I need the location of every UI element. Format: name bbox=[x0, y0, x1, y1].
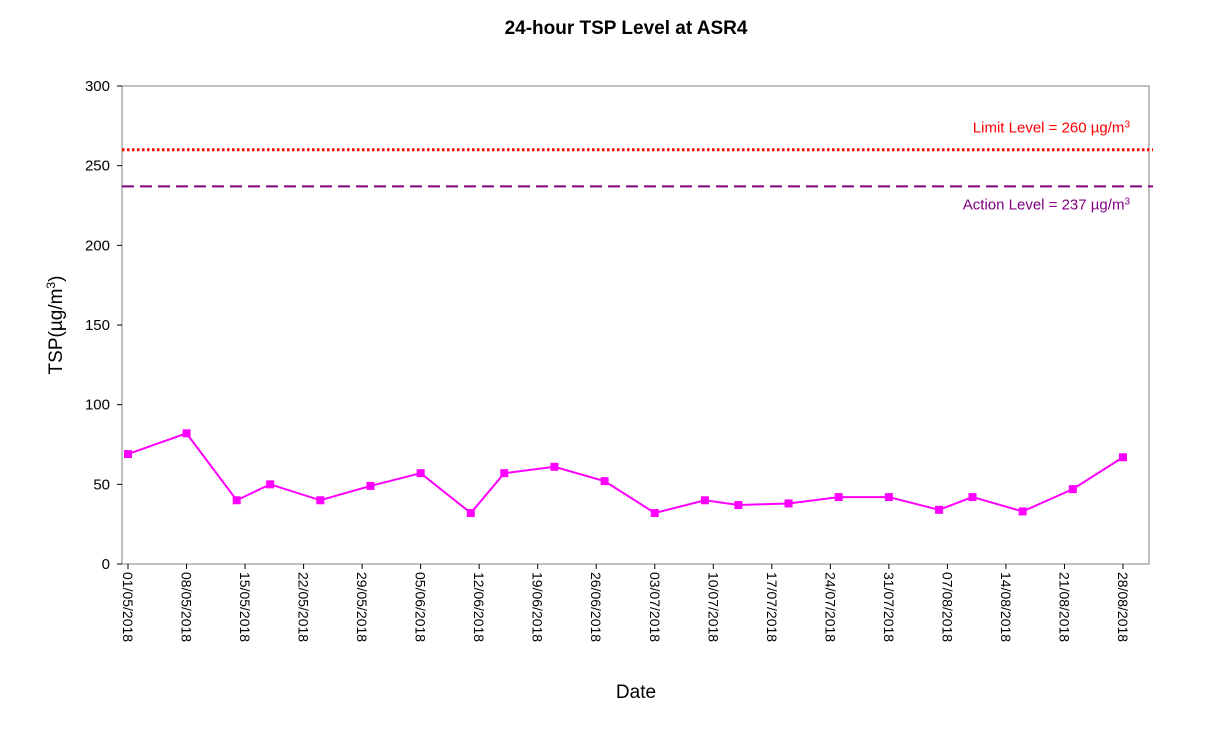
data-point-marker bbox=[700, 496, 709, 505]
x-tick-label: 05/06/2018 bbox=[413, 572, 429, 642]
x-tick-label: 17/07/2018 bbox=[764, 572, 780, 642]
data-point-marker bbox=[784, 499, 793, 508]
x-tick-label: 14/08/2018 bbox=[998, 572, 1014, 642]
limit-level-label: Limit Level = 260 µg/m3 bbox=[973, 119, 1131, 137]
data-point-marker bbox=[968, 493, 977, 502]
data-point-marker bbox=[550, 462, 559, 471]
x-tick-label: 28/08/2018 bbox=[1115, 572, 1131, 642]
data-point-marker bbox=[232, 496, 241, 505]
y-tick-label: 300 bbox=[85, 78, 110, 95]
data-point-marker bbox=[266, 480, 275, 489]
y-tick-label: 200 bbox=[85, 237, 110, 254]
data-point-marker bbox=[1068, 485, 1077, 494]
series-group bbox=[124, 429, 1127, 518]
x-tick-label: 31/07/2018 bbox=[881, 572, 897, 642]
data-point-marker bbox=[416, 469, 425, 478]
data-point-marker bbox=[600, 477, 609, 486]
reference-lines: Limit Level = 260 µg/m3 Action Level = 23… bbox=[122, 119, 1153, 213]
data-point-marker bbox=[1119, 453, 1127, 462]
x-tick-label: 24/07/2018 bbox=[822, 572, 838, 642]
data-point-marker bbox=[935, 505, 944, 514]
data-point-marker bbox=[1018, 507, 1027, 516]
x-tick-label: 19/06/2018 bbox=[530, 572, 546, 642]
data-point-marker bbox=[316, 496, 325, 505]
plot-area bbox=[121, 85, 1150, 565]
x-tick-label: 03/07/2018 bbox=[647, 572, 663, 642]
x-tick-label: 29/05/2018 bbox=[354, 572, 370, 642]
y-tick-label: 100 bbox=[85, 397, 110, 414]
data-point-marker bbox=[834, 493, 843, 502]
data-point-marker bbox=[366, 481, 375, 490]
tsp-series-line bbox=[127, 432, 1124, 515]
x-tick-label: 01/05/2018 bbox=[120, 572, 136, 642]
y-axis-label: TSP(µg/m3) bbox=[44, 276, 67, 375]
x-axis: 01/05/2018 08/05/2018 15/05/2018 22/05/2018… bbox=[120, 564, 1131, 642]
action-level-label: Action Level = 237 µg/m3 bbox=[963, 196, 1131, 214]
x-tick-label: 08/05/2018 bbox=[179, 572, 195, 642]
x-tick-label: 22/05/2018 bbox=[296, 572, 312, 642]
data-point-marker bbox=[124, 450, 132, 459]
x-tick-label: 21/08/2018 bbox=[1056, 572, 1072, 642]
y-axis: 0 50 100 150 200 250 300 bbox=[85, 78, 122, 573]
data-point-marker bbox=[884, 493, 893, 502]
x-tick-label: 26/06/2018 bbox=[588, 572, 604, 642]
y-tick-label: 150 bbox=[85, 317, 110, 334]
x-tick-label: 07/08/2018 bbox=[939, 572, 955, 642]
x-tick-label: 12/06/2018 bbox=[471, 572, 487, 642]
y-tick-label: 0 bbox=[102, 556, 110, 573]
x-axis-label: Date bbox=[616, 682, 656, 703]
x-tick-label: 10/07/2018 bbox=[705, 572, 721, 642]
data-point-marker bbox=[734, 501, 743, 510]
data-point-marker bbox=[500, 469, 509, 478]
y-tick-label: 50 bbox=[93, 476, 110, 493]
data-point-marker bbox=[466, 509, 475, 518]
data-point-marker bbox=[182, 429, 191, 438]
x-tick-label: 15/05/2018 bbox=[237, 572, 253, 642]
y-tick-label: 250 bbox=[85, 158, 110, 175]
data-point-marker bbox=[650, 509, 659, 518]
chart-title: 24-hour TSP Level at ASR4 bbox=[505, 18, 748, 39]
